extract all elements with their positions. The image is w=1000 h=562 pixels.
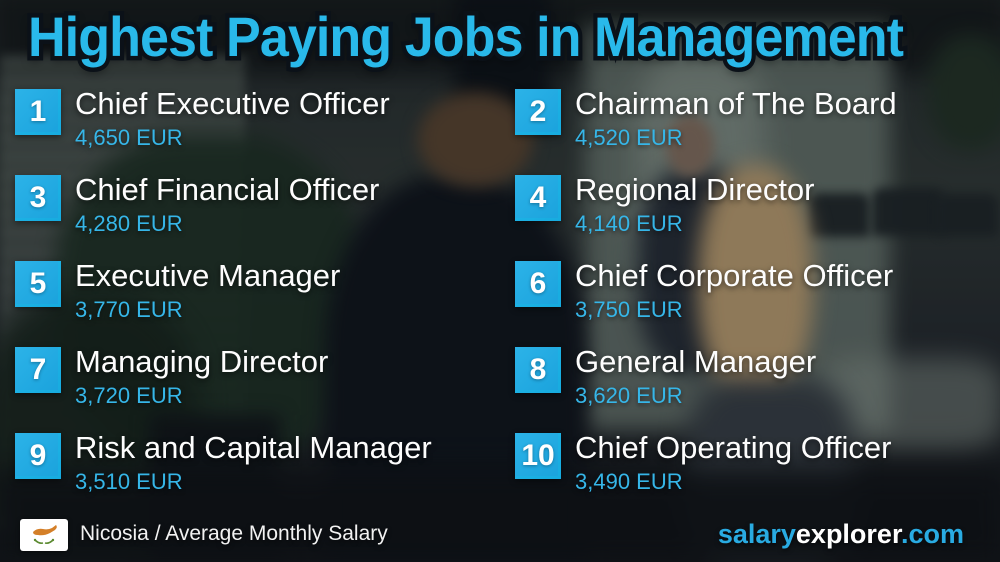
rank-badge: 8 <box>515 347 561 393</box>
job-salary: 4,140 EUR <box>575 211 683 236</box>
job-title: Executive Manager <box>75 258 341 293</box>
job-title: Managing Director <box>75 344 329 379</box>
rank-badge: 4 <box>515 175 561 221</box>
page-title: Highest Paying Jobs in Management Highes… <box>24 1 908 73</box>
list-item: 6 Chief Corporate Officer 3,750 EUR <box>515 258 1000 344</box>
rank-badge: 7 <box>15 347 61 393</box>
job-salary: 3,750 EUR <box>575 297 683 322</box>
ranking-column-left: 1 Chief Executive Officer 4,650 EUR 3 Ch… <box>0 86 500 516</box>
list-item: 9 Risk and Capital Manager 3,510 EUR <box>15 430 500 516</box>
rank-badge: 1 <box>15 89 61 135</box>
list-item: 8 General Manager 3,620 EUR <box>515 344 1000 430</box>
person-silhouette-blonde <box>698 165 813 400</box>
brand-part-salary: salary <box>717 519 796 549</box>
job-title: Risk and Capital Manager <box>75 430 432 465</box>
rank-badge: 5 <box>15 261 61 307</box>
job-title: General Manager <box>575 344 817 379</box>
list-item: 4 Regional Director 4,140 EUR <box>515 172 1000 258</box>
job-title: Regional Director <box>575 172 815 207</box>
list-item: 5 Executive Manager 3,770 EUR <box>15 258 500 344</box>
ranking-list: 1 Chief Executive Officer 4,650 EUR 3 Ch… <box>0 86 1000 516</box>
job-title: Chief Corporate Officer <box>575 258 894 293</box>
plant-right <box>928 35 1000 150</box>
list-item: 10 Chief Operating Officer 3,490 EUR <box>515 430 1000 516</box>
brand-part-com: .com <box>900 519 964 549</box>
list-item: 1 Chief Executive Officer 4,650 EUR <box>15 86 500 172</box>
office-chair <box>938 194 998 236</box>
list-item: 3 Chief Financial Officer 4,280 EUR <box>15 172 500 258</box>
job-salary: 3,620 EUR <box>575 383 683 408</box>
rank-badge: 10 <box>515 433 561 479</box>
brand-logo[interactable]: salaryexplorer.com <box>718 519 964 550</box>
brand-part-explorer: explorer <box>795 519 901 549</box>
job-title: Chairman of The Board <box>575 86 897 121</box>
page-title-text: Highest Paying Jobs in Management <box>28 5 904 68</box>
person-silhouette-head <box>666 115 714 177</box>
background-shadow-bottom <box>0 468 1000 562</box>
job-salary: 4,520 EUR <box>575 125 683 150</box>
location-caption: Nicosia / Average Monthly Salary <box>80 522 388 545</box>
job-title: Chief Executive Officer <box>75 86 390 121</box>
rank-badge: 2 <box>515 89 561 135</box>
job-salary: 3,770 EUR <box>75 297 183 322</box>
job-salary: 4,650 EUR <box>75 125 183 150</box>
person-silhouette-hair <box>418 92 533 187</box>
office-chair <box>808 193 870 237</box>
office-chair <box>872 188 944 236</box>
list-item: 2 Chairman of The Board 4,520 EUR <box>515 86 1000 172</box>
job-salary: 4,280 EUR <box>75 211 183 236</box>
cyprus-flag-icon <box>20 519 68 551</box>
job-salary: 3,510 EUR <box>75 469 183 494</box>
list-item: 7 Managing Director 3,720 EUR <box>15 344 500 430</box>
job-salary: 3,720 EUR <box>75 383 183 408</box>
ranking-column-right: 2 Chairman of The Board 4,520 EUR 4 Regi… <box>500 86 1000 516</box>
footer: Nicosia / Average Monthly Salary salarye… <box>0 508 1000 562</box>
job-title: Chief Operating Officer <box>575 430 892 465</box>
job-title: Chief Financial Officer <box>75 172 380 207</box>
rank-badge: 6 <box>515 261 561 307</box>
rank-badge: 3 <box>15 175 61 221</box>
rank-badge: 9 <box>15 433 61 479</box>
page-title-outline: Highest Paying Jobs in Management <box>24 1 908 73</box>
job-salary: 3,490 EUR <box>575 469 683 494</box>
